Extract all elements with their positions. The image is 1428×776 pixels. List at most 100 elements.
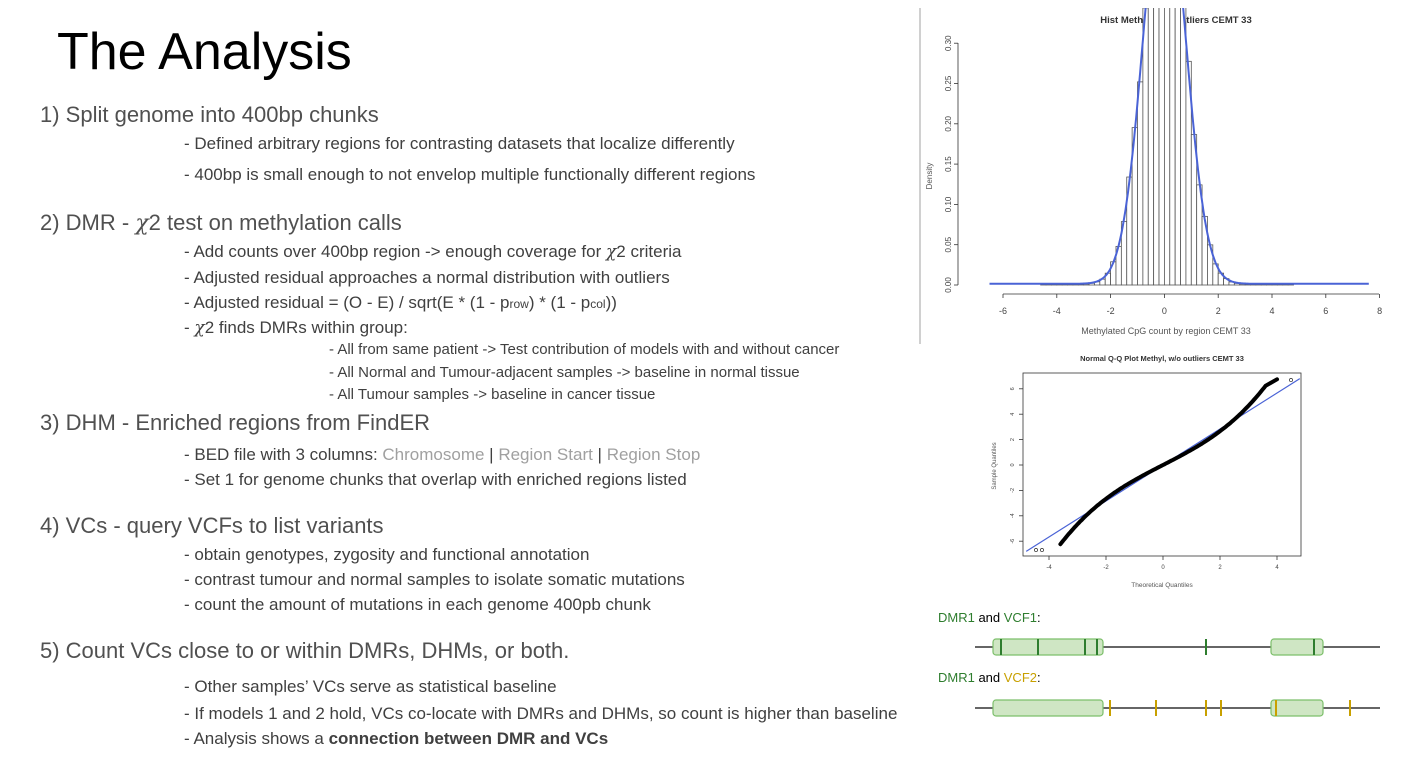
histogram-bar [1147, 8, 1155, 286]
qq-sample-points [1058, 377, 1279, 547]
section-4-bullet-3: - count the amount of mutations in each … [184, 595, 651, 614]
legend-dmr1: DMR1 [938, 670, 975, 685]
chi-symbol: χ [194, 318, 205, 338]
qq-plot-figure: Normal Q-Q Plot Methyl, w/o outliers CEM… [992, 354, 1302, 589]
section-1-bullet-2: - 400bp is small enough to not envelop m… [184, 165, 756, 184]
bed-col-chromosome: Chromosome [382, 445, 485, 464]
section-5-bullet-2: - If models 1 and 2 hold, VCs co-locate … [184, 704, 898, 723]
section-2-bullet-1-post: 2 criteria [616, 242, 682, 261]
qq-x-ticks: -4 -2 0 2 4 [1046, 556, 1279, 571]
histogram-xlabel: Methylated CpG count by region CEMT 33 [1081, 326, 1250, 336]
bed-separator: | [592, 445, 607, 464]
section-5-bullet-3: - Analysis shows a connection between DM… [184, 729, 608, 749]
qq-x-tick-label: -4 [1046, 565, 1052, 571]
qq-y-tick-label: 4 [1010, 413, 1016, 416]
histogram-ylabel: Density [925, 163, 934, 190]
histogram-x-tick-label: 6 [1323, 306, 1328, 316]
bed-col-region-stop: Region Stop [606, 445, 701, 464]
qq-y-tick-label: 2 [1010, 438, 1016, 441]
section-2-heading-pre: 2) DMR - [40, 210, 136, 235]
histogram-bar [1169, 8, 1176, 286]
chi-symbol: χ [135, 211, 149, 236]
section-4-bullet-1: - obtain genotypes, zygosity and functio… [184, 545, 590, 564]
qq-plot-frame [1022, 372, 1302, 557]
section-3-bullet-2: - Set 1 for genome chunks that overlap w… [184, 470, 687, 489]
legend-colon: : [1037, 670, 1041, 685]
track-2-diagram [975, 699, 1380, 717]
histogram-x-tick-label: 2 [1216, 306, 1221, 316]
section-2-bullet-4-pre: - [184, 318, 195, 337]
section-1-bullet-1: - Defined arbitrary regions for contrast… [184, 134, 735, 153]
track-2-legend: DMR1 and VCF2: [938, 670, 1041, 685]
histogram-y-tick-label: 0.20 [944, 115, 953, 131]
section-4-bullet-2: - contrast tumour and normal samples to … [184, 570, 685, 589]
histogram-x-tick-label: 4 [1269, 306, 1274, 316]
section-2-bullet-2: - Adjusted residual approaches a normal … [184, 268, 670, 287]
track-2-variant-ticks [1109, 700, 1351, 716]
legend-vcf1: VCF1 [1003, 610, 1037, 625]
histogram-figure: Hist Methyl, w/o outliers CEMT 33 Methyl… [925, 8, 1382, 336]
legend-and: and [974, 610, 1004, 625]
qq-y-tick-label: -6 [1010, 539, 1016, 544]
section-2-heading: 2) DMR - χ2 test on methylation calls [40, 210, 402, 236]
histogram-x-tick-label: 8 [1377, 306, 1382, 316]
density-curve [989, 8, 1369, 285]
legend-colon: : [1037, 610, 1041, 625]
bed-col-region-start: Region Start [498, 445, 593, 464]
histogram-bar [1163, 8, 1171, 286]
vertical-divider [919, 8, 921, 344]
track-1-diagram [975, 638, 1380, 656]
histogram-bar [1158, 8, 1165, 286]
histogram-x-tick-label: -4 [1053, 306, 1061, 316]
qq-y-tick-label: 0 [1010, 463, 1016, 466]
histogram-y-tick-label: 0.10 [944, 196, 953, 212]
qq-outlier-point [1034, 548, 1038, 552]
histogram-bar [1153, 8, 1160, 286]
section-2-sub-2: - All Normal and Tumour-adjacent samples… [329, 364, 800, 381]
qq-y-ticks: -6 -4 -2 0 2 4 6 [1010, 387, 1023, 544]
track-2-dmr-region [992, 699, 1104, 717]
histogram-y-tick-label: 0.25 [944, 75, 953, 91]
track-1-dmr-region [1270, 638, 1324, 656]
section-1-heading: 1) Split genome into 400bp chunks [40, 102, 379, 127]
histogram-y-tick-label: 0.15 [944, 156, 953, 172]
formula-pre: - Adjusted residual = (O - E) / sqrt(E *… [184, 293, 510, 312]
section-2-bullet-1: - Add counts over 400bp region -> enough… [184, 242, 681, 262]
track-2-dmr-region [1270, 699, 1324, 717]
qq-plot-xlabel: Theoretical Quantiles [1131, 582, 1193, 589]
chi-symbol: χ [605, 242, 617, 262]
section-2-bullet-3: - Adjusted residual = (O - E) / sqrt(E *… [184, 293, 617, 313]
bed-file-text: - BED file with 3 columns: [184, 445, 383, 464]
histogram-bar [1142, 8, 1149, 286]
histogram-bar [1174, 8, 1181, 286]
bed-separator: | [484, 445, 499, 464]
section-5-bullet-3-pre: - Analysis shows a [184, 729, 329, 748]
formula-row-subscript: row [509, 297, 529, 311]
section-2-bullet-4: - χ2 finds DMRs within group: [184, 318, 408, 338]
qq-outlier-point [1289, 378, 1293, 382]
section-5-bullet-3-bold: connection between DMR and VCs [328, 729, 609, 748]
section-3-bullet-1: - BED file with 3 columns: Chromosome | … [184, 445, 700, 465]
section-2-bullet-1-pre: - Add counts over 400bp region -> enough… [184, 242, 606, 261]
track-1-legend: DMR1 and VCF1: [938, 610, 1041, 625]
qq-x-tick-label: 0 [1161, 565, 1165, 571]
qq-x-tick-label: 4 [1275, 565, 1279, 571]
qq-y-tick-label: -4 [1010, 513, 1016, 518]
legend-dmr1: DMR1 [938, 610, 975, 625]
section-4-heading: 4) VCs - query VCFs to list variants [40, 513, 384, 538]
track-1-dmr-region [992, 638, 1104, 656]
histogram-bar [1180, 8, 1187, 286]
qq-y-tick-label: 6 [1010, 387, 1016, 390]
qq-x-tick-label: -2 [1103, 565, 1109, 571]
qq-plot-title: Normal Q-Q Plot Methyl, w/o outliers CEM… [1080, 354, 1244, 363]
legend-and: and [974, 670, 1004, 685]
histogram-x-tick-label: -6 [999, 306, 1007, 316]
histogram-y-tick-label: 0.00 [944, 277, 953, 293]
histogram-x-ticks: -6 -4 -2 0 2 4 6 8 [999, 294, 1382, 316]
histogram-bars [1040, 8, 1294, 286]
section-2-bullet-4-post: 2 finds DMRs within group: [204, 318, 408, 337]
qq-x-tick-label: 2 [1218, 565, 1222, 571]
section-2-heading-post: 2 test on methylation calls [148, 210, 402, 235]
formula-mid: ) * (1 - p [528, 293, 591, 312]
qq-outlier-point [1040, 548, 1044, 552]
